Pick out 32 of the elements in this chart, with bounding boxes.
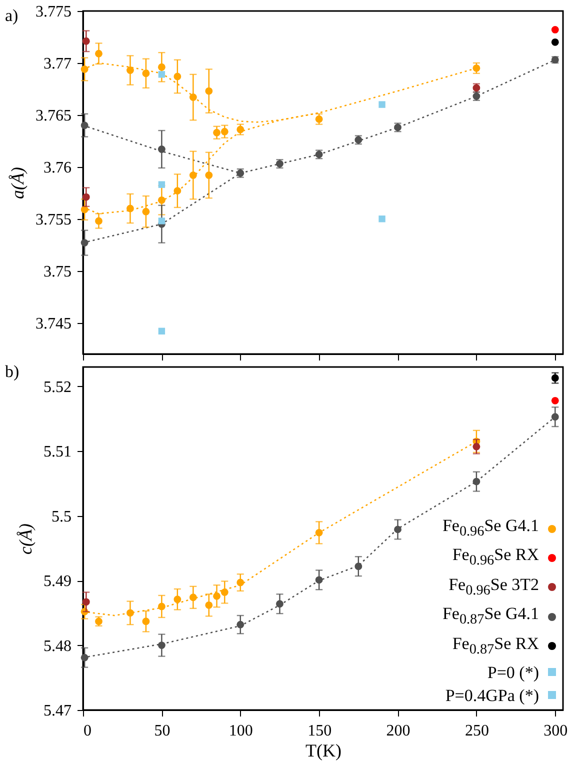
y-tick-label: 5.52 bbox=[44, 378, 72, 396]
text: a) bbox=[5, 6, 18, 25]
x-tick-label: 200 bbox=[386, 722, 410, 740]
y-axis-title: c(Å) bbox=[16, 524, 36, 554]
legend-label: Fe$_{0.96}$Se 3T2 bbox=[448, 574, 539, 600]
legend-label: Fe$_{0.87}$Se RX bbox=[452, 632, 539, 659]
legend-label: Fe$_{0.96}$Se G4.1 bbox=[442, 515, 539, 542]
legend-label: P=0 (*) bbox=[487, 662, 539, 684]
y-tick-label: 5.51 bbox=[44, 444, 72, 461]
y-tick-label: 3.765 bbox=[36, 107, 72, 124]
y-axis-title: a(Å) bbox=[8, 167, 28, 199]
legend-label: P=0.4GPa (*) bbox=[445, 684, 539, 707]
y-tick-label: 3.75 bbox=[44, 263, 72, 280]
y-tick-label: 5.47 bbox=[44, 702, 72, 720]
text: b) bbox=[5, 362, 20, 381]
x-tick-label: 50 bbox=[154, 722, 170, 740]
y-tick-label: 3.77 bbox=[44, 55, 72, 72]
x-tick-label: 300 bbox=[544, 722, 568, 740]
x-tick-label: 150 bbox=[308, 722, 332, 740]
x-tick-label: 0 bbox=[84, 722, 92, 740]
y-tick-label: 3.76 bbox=[44, 159, 72, 176]
x-tick-label: 250 bbox=[464, 722, 489, 740]
y-tick-label: 3.775 bbox=[36, 4, 72, 20]
legend-label: Fe$_{0.96}$Se RX bbox=[452, 544, 539, 571]
x-tick-label: 100 bbox=[228, 722, 253, 740]
x-axis-title: T(K) bbox=[306, 740, 342, 760]
y-tick-label: 5.49 bbox=[44, 573, 72, 590]
y-tick-label: 5.48 bbox=[44, 638, 72, 655]
legend-label: Fe$_{0.87}$Se G4.1 bbox=[442, 603, 539, 630]
y-tick-label: 3.745 bbox=[36, 315, 72, 332]
y-tick-label: 3.755 bbox=[36, 211, 72, 228]
y-tick-label: 5.5 bbox=[52, 508, 72, 526]
